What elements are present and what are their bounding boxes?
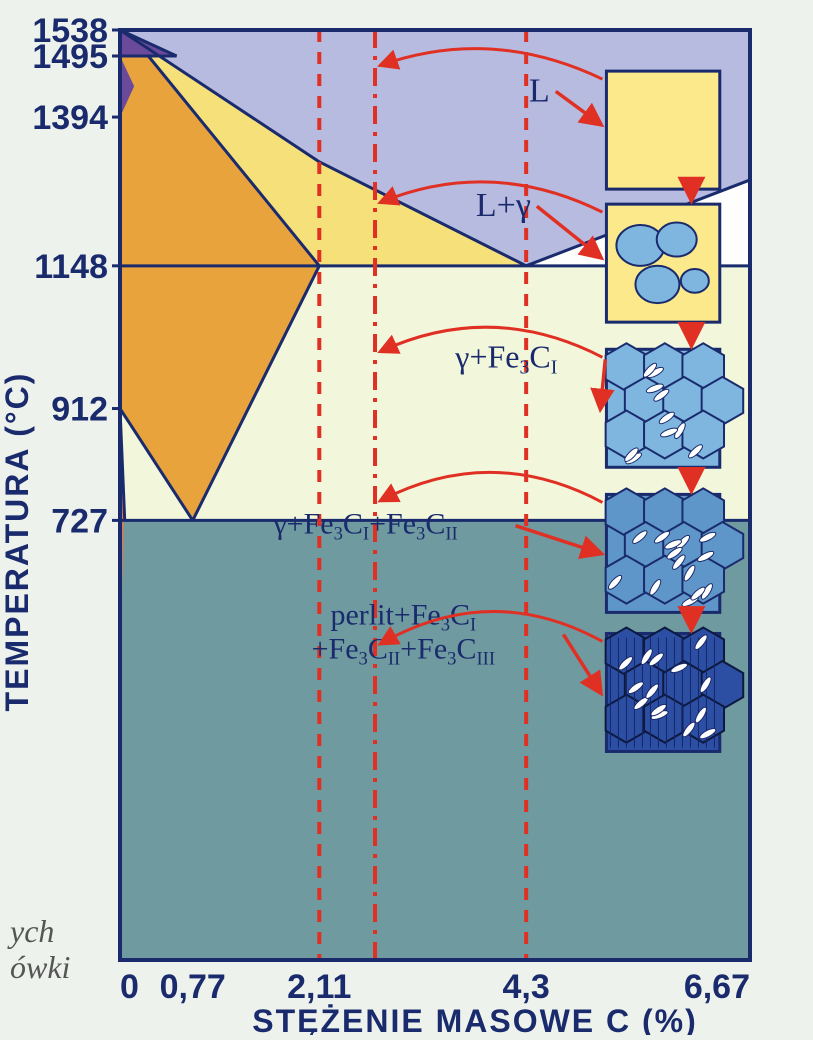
x-tick-label: 0 [120, 968, 139, 1006]
microstructure-swatch [606, 204, 719, 322]
y-tick-label: 1394 [32, 99, 108, 137]
cropped-text: ych [7, 913, 54, 949]
phase-label: γ+Fe3CI [454, 338, 557, 378]
y-tick-label: 727 [51, 502, 108, 540]
microstructure-swatch [606, 71, 719, 189]
cropped-text: ówki [10, 949, 70, 985]
x-axis-title: STĘŻENIE MASOWE C (%) [252, 1003, 698, 1035]
y-tick-label: 1495 [32, 38, 108, 76]
y-tick-label: 912 [51, 391, 108, 429]
phase-label: L+γ [476, 187, 531, 224]
y-tick-label: 1148 [34, 248, 108, 286]
phase-diagram-svg: 1538149513941148912727TEMPERATURA (°C)00… [0, 0, 813, 1035]
phase-label: L [529, 72, 550, 109]
phase-label: perlit+Fe3CI [330, 598, 476, 635]
y-axis-title: TEMPERATURA (°C) [0, 372, 35, 712]
x-tick-label: 6,67 [684, 968, 750, 1006]
x-tick-label: 0,77 [160, 968, 226, 1006]
phase-label: +Fe3CII+Fe3CIII [312, 632, 495, 669]
x-tick-label: 2,11 [287, 968, 351, 1006]
x-tick-label: 4,3 [503, 968, 550, 1006]
